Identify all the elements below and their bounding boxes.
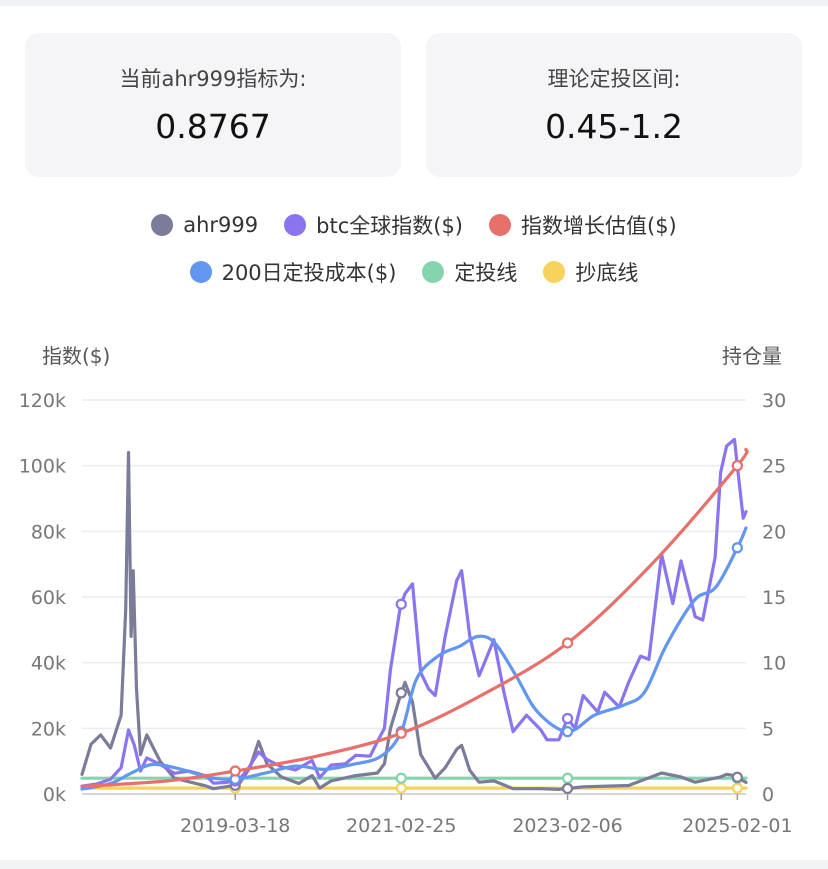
series-point [561, 637, 574, 649]
series-point [229, 765, 241, 777]
ahr999-current-label: 当前ahr999指标为: [119, 67, 307, 91]
right-tick-label: 20 [762, 521, 786, 543]
left-axis-title: 指数($) [42, 344, 110, 368]
left-tick-label: 120k [19, 390, 66, 412]
legend-label-growth-valuation: 指数增长估值($) [521, 214, 677, 238]
right-tick-label: 15 [762, 587, 786, 609]
left-tick-label: 80k [31, 521, 66, 543]
legend-swatch-200day-cost [189, 261, 212, 283]
series-point [731, 542, 743, 554]
right-tick-label: 25 [762, 456, 786, 478]
series-line [80, 437, 748, 788]
legend-row-1: ahr999 btc全球指数($) 指数增长估值($) [0, 210, 828, 240]
legend-bottom-line[interactable]: 抄底线 [543, 257, 638, 287]
series-point [395, 727, 407, 739]
left-tick-label: 20k [31, 718, 66, 740]
left-tick-label: 40k [31, 653, 66, 675]
ahr999-chart: 指数($) 持仓量 0k 0 20k 5 40k 10 60k 15 80k 20 100k 25 12… [19, 344, 793, 837]
right-axis-title: 持仓量 [722, 344, 782, 368]
right-tick-label: 10 [762, 653, 786, 675]
series-point [395, 687, 407, 699]
series-point [731, 782, 743, 794]
left-tick-label: 0k [43, 784, 66, 806]
legend-growth-valuation[interactable]: 指数增长估值($) [489, 210, 677, 240]
legend-swatch-ahr999 [151, 214, 174, 236]
series-point [561, 772, 574, 784]
x-tick-label: 2025-02-01 [682, 815, 792, 837]
series-point [561, 712, 574, 725]
right-tick-label: 30 [762, 390, 786, 412]
series-point [561, 782, 574, 795]
ahr999-current-card: 当前ahr999指标为: 0.8767 [25, 33, 401, 177]
grid-lines [82, 399, 746, 795]
legend-swatch-dca-line [422, 261, 445, 283]
legend-dca-line[interactable]: 定投线 [422, 257, 517, 287]
legend-label-btc-index: btc全球指数($) [316, 214, 463, 238]
dca-range-label: 理论定投区间: [547, 67, 681, 91]
x-tick-label: 2019-03-18 [180, 815, 290, 837]
series-point [395, 598, 407, 610]
legend-label-dca-line: 定投线 [454, 261, 518, 285]
legend-btc-index[interactable]: btc全球指数($) [284, 210, 463, 240]
axis-layer: 0k 0 20k 5 40k 10 60k 15 80k 20 100k 25 120k 30 2019-0… [19, 390, 793, 837]
left-tick-label: 60k [31, 587, 66, 609]
legend-label-bottom-line: 抄底线 [575, 261, 639, 285]
bottom-divider [0, 860, 828, 869]
top-divider [0, 0, 828, 6]
legend-swatch-growth-valuation [489, 214, 511, 236]
series-line [80, 447, 749, 788]
series-point [395, 772, 407, 784]
series-point [731, 771, 743, 783]
x-tick-label: 2023-02-06 [512, 815, 622, 837]
series-point [731, 460, 743, 472]
right-tick-label: 0 [762, 784, 774, 806]
x-tick-label: 2021-02-25 [346, 815, 456, 837]
legend-200day-cost[interactable]: 200日定投成本($) [189, 257, 397, 287]
legend-swatch-btc-index [284, 214, 307, 236]
left-tick-label: 100k [19, 456, 66, 478]
legend-label-200day-cost: 200日定投成本($) [221, 261, 397, 285]
legend-ahr999[interactable]: ahr999 [151, 210, 258, 240]
dca-range-card: 理论定投区间: 0.45-1.2 [426, 33, 802, 177]
series-point [395, 782, 407, 794]
ahr999-current-value: 0.8767 [155, 107, 271, 146]
legend-label-ahr999: ahr999 [183, 213, 259, 237]
series-line [80, 450, 748, 791]
series-layer [80, 437, 749, 795]
series-point [561, 726, 574, 738]
legend-row-2: 200日定投成本($) 定投线 抄底线 [0, 257, 828, 287]
right-tick-label: 5 [762, 718, 774, 740]
legend-swatch-bottom-line [543, 261, 566, 283]
dca-range-value: 0.45-1.2 [545, 107, 683, 146]
